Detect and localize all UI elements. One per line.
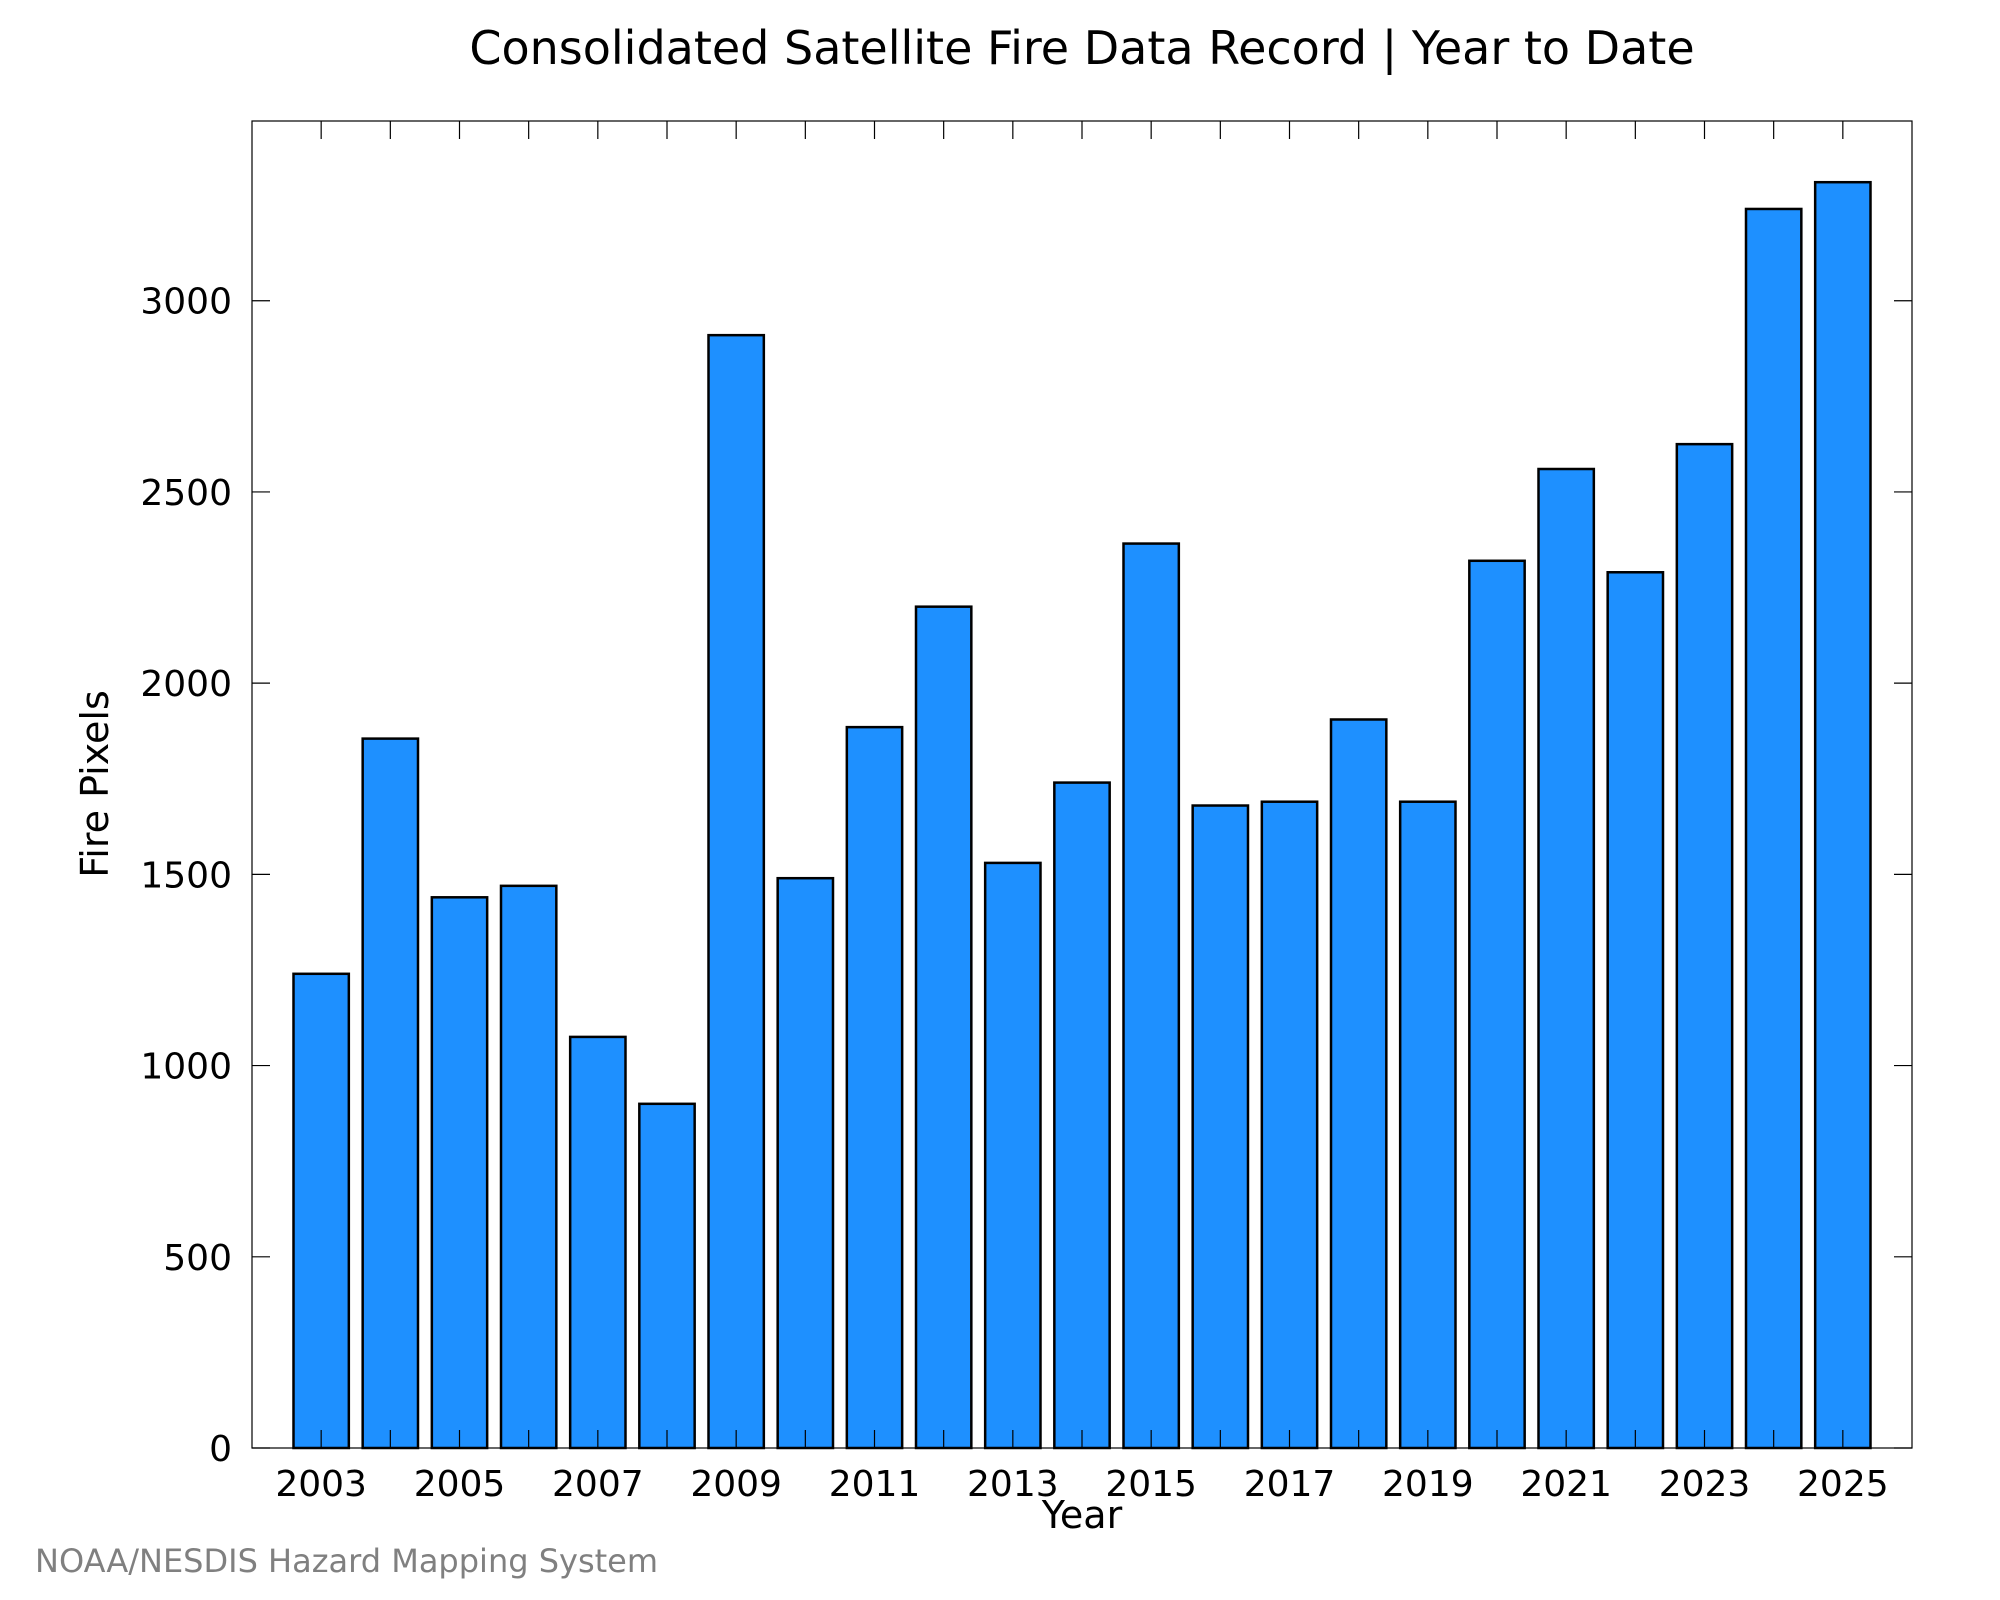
bar-2006 bbox=[499, 884, 558, 1450]
bar-2013 bbox=[983, 861, 1042, 1450]
bar-2009 bbox=[707, 333, 766, 1450]
bar-2005 bbox=[430, 896, 489, 1450]
bars-group bbox=[292, 180, 1872, 1450]
source-credit: NOAA/NESDIS Hazard Mapping System bbox=[35, 1542, 658, 1580]
bar-2003 bbox=[292, 972, 351, 1450]
bar-2025 bbox=[1813, 180, 1872, 1450]
x-tick-label: 2021 bbox=[1520, 1464, 1612, 1505]
bar-2011 bbox=[845, 725, 904, 1450]
x-tick-label: 2003 bbox=[275, 1464, 367, 1505]
bar-2007 bbox=[568, 1035, 627, 1450]
bar-2022 bbox=[1606, 571, 1665, 1450]
y-tick-label: 2500 bbox=[140, 473, 232, 514]
bar-2024 bbox=[1744, 207, 1803, 1450]
bar-2004 bbox=[361, 737, 420, 1450]
x-tick-label: 2019 bbox=[1382, 1464, 1474, 1505]
y-tick-label: 1000 bbox=[140, 1047, 232, 1088]
bar-2023 bbox=[1675, 442, 1734, 1450]
y-tick-label: 0 bbox=[209, 1429, 232, 1470]
x-tick-label: 2025 bbox=[1797, 1464, 1889, 1505]
y-tick-label: 3000 bbox=[140, 282, 232, 323]
bar-2014 bbox=[1053, 781, 1111, 1450]
x-tick-label: 2023 bbox=[1659, 1464, 1751, 1505]
bar-2015 bbox=[1122, 542, 1181, 1450]
y-axis-label: Fire Pixels bbox=[73, 690, 117, 878]
bar-2020 bbox=[1468, 559, 1526, 1450]
y-tick-label: 2000 bbox=[140, 664, 232, 705]
y-tick-label: 500 bbox=[163, 1238, 232, 1279]
x-tick-label: 2009 bbox=[690, 1464, 782, 1505]
bar-2019 bbox=[1398, 800, 1457, 1450]
x-tick-label: 2013 bbox=[967, 1464, 1059, 1505]
y-tick-label: 1500 bbox=[140, 855, 232, 896]
x-tick-label: 2015 bbox=[1105, 1464, 1197, 1505]
y-axis: 0 500 1000 1500 2000 2500 3000 bbox=[140, 282, 1912, 1470]
x-axis: 2003 2005 2007 2009 2011 2013 2015 2017 2019 2021… bbox=[275, 121, 1889, 1505]
bar-2018 bbox=[1329, 718, 1388, 1450]
x-axis-label: Year bbox=[1041, 1493, 1123, 1537]
x-tick-label: 2007 bbox=[552, 1464, 644, 1505]
bar-2016 bbox=[1191, 804, 1250, 1450]
bar-2012 bbox=[914, 605, 973, 1450]
x-tick-label: 2005 bbox=[414, 1464, 506, 1505]
bar-2010 bbox=[776, 876, 835, 1450]
x-tick-label: 2011 bbox=[829, 1464, 921, 1505]
x-tick-label: 2017 bbox=[1244, 1464, 1336, 1505]
chart-title: Consolidated Satellite Fire Data Record … bbox=[469, 21, 1694, 76]
bar-2017 bbox=[1260, 800, 1319, 1450]
bar-2021 bbox=[1537, 467, 1596, 1450]
bar-2008 bbox=[638, 1102, 696, 1450]
